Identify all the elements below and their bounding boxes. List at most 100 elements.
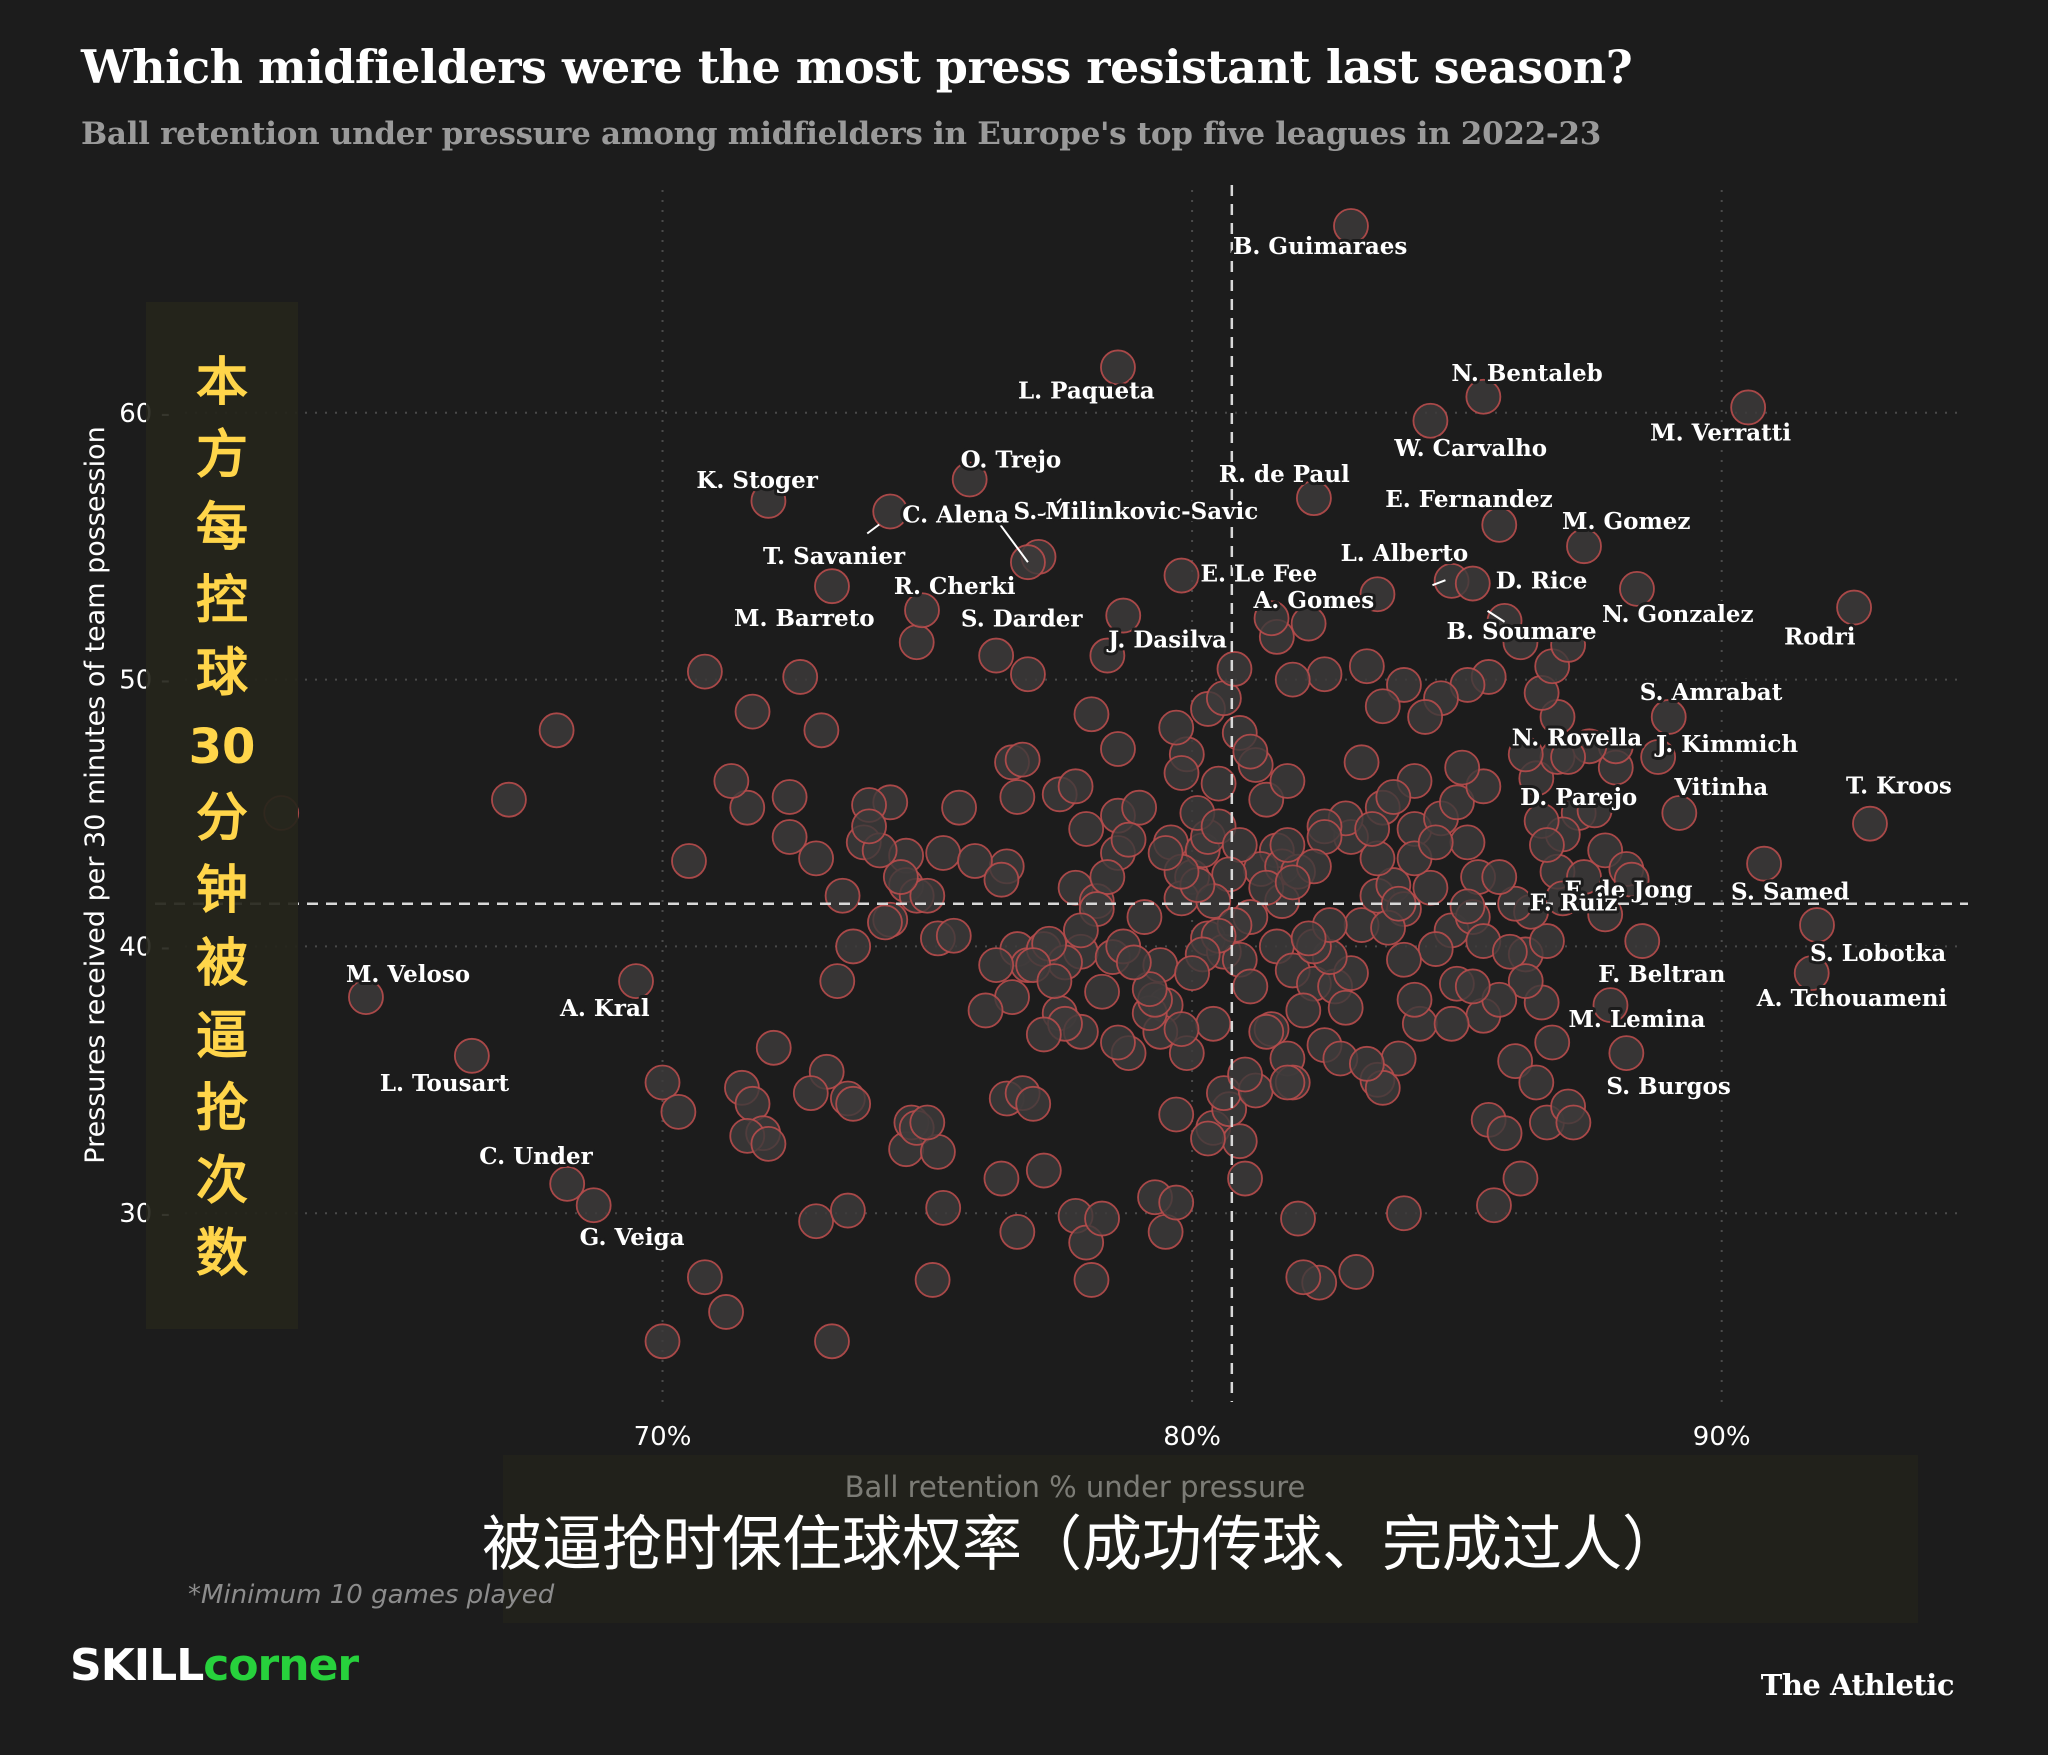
data-point — [1396, 981, 1433, 1018]
data-point — [755, 1029, 792, 1066]
y-axis-title: Pressures received per 30 minutes of tea… — [80, 426, 111, 1163]
x-tick-label: 80% — [1163, 1422, 1221, 1452]
data-point — [1285, 992, 1322, 1029]
point-label-halo: A. Kral — [559, 995, 650, 1022]
point-label-halo: W. Carvalho — [1393, 435, 1547, 462]
data-point — [1417, 824, 1454, 861]
point-label-halo: J. Kimmich — [1654, 731, 1798, 758]
data-point — [935, 917, 972, 954]
data-point — [1550, 627, 1587, 663]
point-label-halo: L. Tousart — [380, 1070, 510, 1097]
point-label: A. Tchouameni — [1756, 985, 1948, 1012]
point-label: O. Trejo — [961, 446, 1062, 473]
point-label-halo: G. Veiga — [580, 1224, 685, 1251]
labeled-data-point — [1100, 349, 1136, 386]
point-label-halo: S. Darder — [961, 605, 1083, 632]
point-label-halo: S. Amrabat — [1640, 679, 1783, 706]
point-label: L. Paqueta — [1018, 377, 1155, 404]
data-point — [1126, 899, 1163, 935]
x-tick-label: 70% — [634, 1422, 692, 1452]
chart-title: Which midfielders were the most press re… — [81, 40, 1633, 94]
data-point — [771, 819, 808, 855]
data-point — [829, 1192, 866, 1229]
data-point — [824, 877, 861, 914]
y-overlay-char: 30 — [189, 719, 256, 775]
data-point — [999, 1214, 1036, 1250]
point-label-halo: C. Under — [479, 1143, 593, 1170]
point-label: C. Under — [479, 1143, 593, 1170]
labeled-data-point — [575, 1187, 612, 1224]
data-point — [1587, 896, 1624, 933]
data-point — [1438, 784, 1475, 821]
point-label-halo: N. Gonzalez — [1602, 601, 1754, 628]
data-point — [1386, 1195, 1422, 1232]
leader-line — [993, 515, 1029, 563]
data-point — [1338, 1254, 1375, 1290]
labeled-data-point — [904, 592, 940, 629]
data-point — [925, 835, 962, 871]
labeled-data-point — [453, 1037, 490, 1074]
labeled-data-point — [1359, 576, 1396, 613]
data-point — [835, 928, 872, 965]
labeled-data-point — [1608, 1035, 1645, 1072]
data-point — [967, 992, 1004, 1029]
data-point — [1015, 1085, 1052, 1122]
data-point — [1147, 835, 1184, 871]
data-point — [1195, 1005, 1232, 1042]
point-label-halo: S. Burgos — [1606, 1073, 1730, 1100]
data-point — [914, 1262, 951, 1298]
x-overlay-panel — [503, 1455, 1918, 1623]
data-point — [941, 789, 977, 826]
logo-part-1: SKILL — [70, 1640, 204, 1691]
point-label-halo: L. Alberto — [1341, 540, 1469, 567]
point-label: N. Bentaleb — [1451, 360, 1602, 387]
y-overlay-char: 次 — [196, 1152, 248, 1212]
point-label-halo: M. Verratti — [1650, 419, 1791, 446]
data-point — [1174, 955, 1211, 991]
point-label-halo: T. Kroos — [1846, 773, 1952, 800]
labeled-data-point — [1010, 656, 1046, 693]
data-point — [686, 1259, 723, 1296]
data-point — [999, 779, 1036, 815]
data-point — [814, 1323, 850, 1360]
data-point — [1163, 755, 1200, 791]
point-label: D. Parejo — [1520, 784, 1637, 811]
data-point — [1364, 688, 1401, 725]
data-point — [782, 659, 819, 695]
data-point — [1163, 1011, 1200, 1048]
data-point — [1216, 651, 1253, 687]
data-point — [1274, 661, 1311, 698]
point-label-halo: C. Alena — [902, 502, 1009, 529]
point-label: S. Burgos — [1606, 1073, 1730, 1100]
point-label-halo: S. Milinkovic-Savic — [1014, 498, 1259, 525]
point-label: E. Fernandez — [1385, 486, 1553, 513]
labeled-data-point — [1624, 923, 1661, 959]
data-point — [957, 843, 993, 879]
data-point — [1306, 656, 1343, 693]
data-point — [819, 963, 856, 999]
data-point — [1062, 912, 1099, 949]
point-label: L. Tousart — [380, 1070, 510, 1097]
point-label-halo: E. Le Fee — [1201, 561, 1318, 588]
point-label-halo: F. Beltran — [1598, 961, 1725, 988]
data-point — [1566, 859, 1602, 895]
data-point — [686, 653, 723, 690]
footnote: *Minimum 10 games played — [188, 1580, 555, 1610]
data-point — [1481, 859, 1518, 895]
labeled-data-point — [1836, 589, 1872, 626]
data-point — [909, 1104, 946, 1141]
data-point — [1158, 1096, 1195, 1133]
data-point — [1274, 864, 1311, 901]
data-point — [1529, 827, 1565, 863]
y-overlay-char: 钟 — [196, 861, 248, 921]
point-label: Vitinha — [1673, 774, 1768, 801]
y-overlay-char: 分 — [196, 789, 248, 849]
data-point — [1158, 1184, 1195, 1221]
point-label-halo: A. Tchouameni — [1756, 985, 1948, 1012]
data-point — [1089, 859, 1126, 895]
point-label: C. Alena — [902, 502, 1009, 529]
data-point — [1036, 963, 1073, 999]
y-overlay-panel — [146, 302, 298, 1329]
data-point — [1444, 749, 1481, 786]
